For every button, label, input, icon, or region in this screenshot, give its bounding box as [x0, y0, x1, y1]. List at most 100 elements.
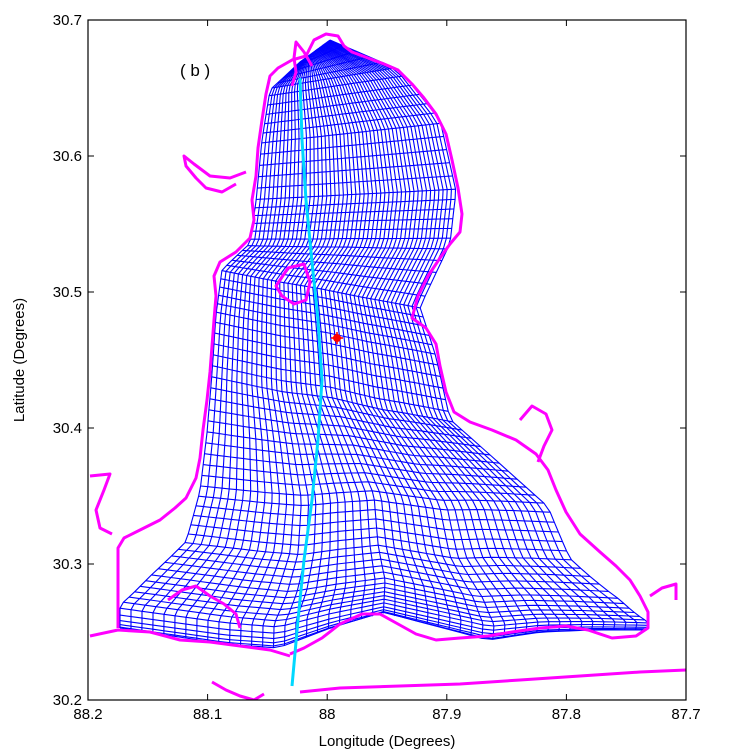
transect-line: [290, 77, 324, 687]
mesh-line-along: [151, 574, 618, 599]
mesh-line-along: [201, 474, 536, 496]
mesh-line-along: [119, 606, 648, 634]
x-tick-label: 88.2: [73, 706, 102, 723]
mesh-line-along: [288, 50, 357, 73]
panel-label: ( b ): [180, 61, 210, 80]
y-tick-label: 30.7: [53, 12, 82, 29]
mesh-line-along: [221, 270, 421, 309]
mesh-line-along: [219, 286, 427, 327]
axes-frame: [87, 19, 687, 701]
south-west-inlet: [167, 584, 242, 629]
mesh-line-along: [123, 598, 645, 623]
mesh-line-along: [204, 453, 518, 480]
mesh-line-along: [231, 259, 431, 285]
mesh-line-along: [208, 409, 481, 448]
x-tick-label: 88.1: [193, 706, 222, 723]
mesh-line-along: [237, 254, 437, 273]
mesh-line-along: [216, 311, 436, 355]
mesh-line-along: [195, 505, 555, 523]
mesh-line-along: [209, 398, 472, 439]
mesh-line-along: [184, 542, 572, 561]
mesh-line-along: [242, 249, 442, 262]
mesh-line-along: [261, 122, 441, 144]
y-tick-label: 30.4: [53, 420, 82, 437]
mesh-line-along: [250, 237, 451, 240]
x-tick-label: 88: [319, 706, 336, 723]
mesh-line-along: [198, 495, 551, 513]
mesh-line-along: [255, 198, 456, 209]
map-area: [89, 32, 686, 700]
mesh-line-along: [200, 485, 544, 504]
mesh-line-along: [252, 218, 453, 224]
mesh-line-along: [266, 93, 420, 115]
station-marker: [331, 332, 343, 344]
mesh-line-along: [217, 303, 433, 346]
mesh-line-along: [218, 294, 430, 336]
mesh-line-along: [247, 245, 448, 250]
y-axis-ticks: 30.2 30.3 30.4 30.5 30.6 30.7: [53, 12, 686, 709]
mesh-line-along: [140, 585, 630, 609]
mesh-line-along: [178, 548, 581, 569]
mesh-line-along: [171, 555, 591, 577]
x-axis-title: Longitude (Degrees): [319, 733, 456, 750]
mesh-line-along: [251, 227, 452, 232]
mesh-line-cross: [329, 39, 638, 631]
mesh-line-along: [283, 56, 370, 79]
west-inlet: [89, 472, 113, 536]
mesh-line-along: [258, 162, 450, 178]
mesh-line-along: [299, 39, 331, 63]
mesh-line-along: [164, 561, 600, 585]
mesh-line-along: [260, 135, 444, 155]
y-tick-label: 30.6: [53, 148, 82, 165]
mesh-line-along: [256, 188, 456, 201]
mesh-line-along: [158, 568, 609, 592]
mesh-line-cross: [185, 59, 305, 638]
y-tick-label: 30.2: [53, 692, 82, 709]
south-east-shoreline: [299, 668, 686, 694]
mesh-line-along: [215, 321, 438, 366]
mesh-line-along: [207, 431, 500, 464]
mesh-line-along: [207, 420, 491, 456]
mesh-line-along: [190, 524, 563, 543]
mesh-line-along: [212, 365, 449, 412]
mesh-line-along: [193, 514, 559, 533]
north-west-river: [182, 154, 247, 194]
bay-shoreline: [116, 32, 650, 656]
mesh-line-cross: [326, 42, 583, 631]
y-axis-title: Latitude (Degrees): [11, 298, 28, 422]
x-tick-label: 87.9: [432, 706, 461, 723]
mesh-line-along: [213, 343, 444, 389]
mesh-line-along: [220, 278, 424, 318]
coastline: [89, 32, 686, 700]
mesh-line-along: [128, 595, 640, 618]
mesh-line-along: [257, 175, 453, 189]
mesh-line-along: [264, 103, 427, 125]
mesh-line-along: [226, 264, 426, 297]
mesh-line-cross: [319, 46, 473, 636]
mesh-line-along: [188, 533, 567, 552]
east-river: [518, 404, 554, 463]
mesh-line-cross: [326, 41, 594, 631]
mesh-line-along: [269, 75, 405, 97]
mesh-line-along: [294, 45, 344, 68]
mesh-line-along: [134, 591, 635, 614]
mesh-line-along: [267, 84, 413, 106]
island: [274, 262, 312, 306]
x-tick-label: 87.8: [552, 706, 581, 723]
far-east-inlet: [649, 582, 678, 600]
mesh-line-along: [145, 580, 625, 605]
mesh-line-along: [205, 442, 509, 472]
mesh-line-along: [253, 208, 454, 217]
x-tick-label: 87.7: [671, 706, 700, 723]
mesh-line-along: [210, 387, 463, 431]
mesh-line-along: [263, 112, 435, 134]
mesh-line-along: [214, 332, 441, 378]
y-tick-label: 30.5: [53, 284, 82, 301]
north-river: [290, 40, 314, 87]
south-shoreline: [89, 628, 291, 658]
y-tick-label: 30.3: [53, 556, 82, 573]
mesh-line-along: [119, 602, 648, 628]
mesh-line-along: [213, 354, 446, 401]
mesh-line-along: [259, 149, 447, 166]
